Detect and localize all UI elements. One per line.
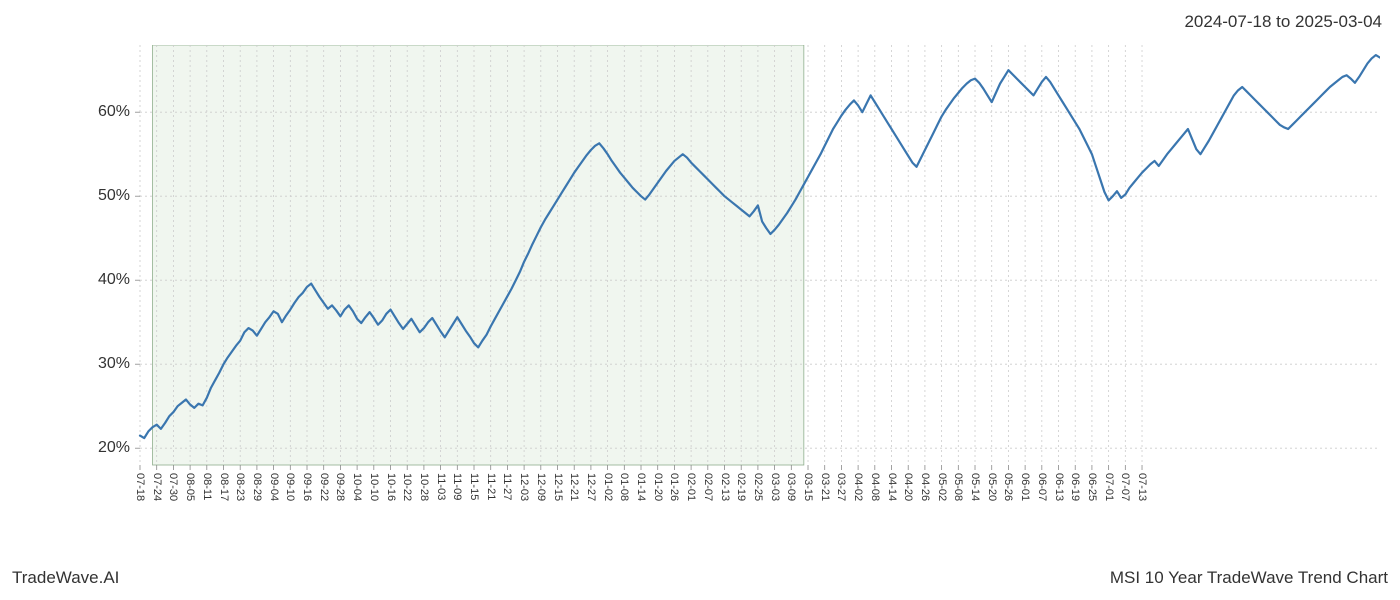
x-tick-label: 03-15 [802,473,814,501]
x-tick-label: 01-14 [635,473,647,501]
x-tick-label: 06-19 [1069,473,1081,501]
x-tick-label: 03-21 [819,473,831,501]
x-tick-label: 10-10 [368,473,380,501]
x-tick-label: 03-09 [785,473,797,501]
x-tick-label: 09-16 [301,473,313,501]
date-range-label: 2024-07-18 to 2025-03-04 [1184,12,1382,32]
x-tick-label: 09-22 [318,473,330,501]
x-tick-label: 02-19 [735,473,747,501]
x-tick-label: 07-07 [1119,473,1131,501]
x-tick-label: 09-28 [334,473,346,501]
x-tick-label: 08-05 [184,473,196,501]
x-tick-label: 06-13 [1053,473,1065,501]
x-tick-label: 10-04 [351,473,363,501]
x-tick-label: 10-16 [385,473,397,501]
x-tick-label: 08-23 [234,473,246,501]
y-tick-label: 20% [0,439,130,457]
x-tick-label: 06-01 [1019,473,1031,501]
x-tick-label: 11-03 [435,473,447,500]
x-tick-label: 09-04 [268,473,280,501]
x-tick-label: 02-25 [752,473,764,501]
x-tick-label: 11-21 [485,473,497,500]
chart-container: 20% 30% 40% 50% 60% 07-18 07-24 07-30 08-05 08-1… [0,45,1400,545]
x-tick-label: 06-25 [1086,473,1098,501]
x-tick-label: 10-28 [418,473,430,501]
x-tick-label: 08-11 [201,473,213,500]
x-tick-label: 08-17 [218,473,230,501]
plot-area [134,45,1380,473]
x-tick-label: 12-03 [518,473,530,501]
x-tick-label: 02-07 [702,473,714,501]
x-tick-label: 11-15 [468,473,480,500]
x-tick-label: 12-21 [568,473,580,501]
x-tick-label: 07-30 [167,473,179,501]
x-tick-label: 05-20 [986,473,998,501]
x-tick-label: 04-08 [869,473,881,501]
x-tick-label: 07-01 [1103,473,1115,501]
x-tick-label: 10-22 [401,473,413,501]
y-tick-label: 30% [0,355,130,373]
x-tick-label: 01-08 [618,473,630,501]
x-tick-label: 01-20 [652,473,664,501]
x-tick-label: 08-29 [251,473,263,501]
x-tick-label: 12-15 [552,473,564,501]
x-tick-label: 09-10 [284,473,296,501]
x-tick-label: 11-27 [501,473,513,500]
x-tick-label: 02-13 [719,473,731,501]
chart-title: MSI 10 Year TradeWave Trend Chart [1110,568,1388,588]
x-tick-label: 02-01 [685,473,697,501]
x-tick-label: 05-14 [969,473,981,501]
x-tick-label: 05-02 [936,473,948,501]
x-tick-label: 01-26 [668,473,680,501]
x-tick-label: 03-03 [769,473,781,501]
x-tick-label: 04-26 [919,473,931,501]
x-tick-label: 04-20 [902,473,914,501]
x-tick-label: 07-13 [1136,473,1148,501]
x-tick-label: 06-07 [1036,473,1048,501]
x-tick-label: 04-14 [886,473,898,501]
x-tick-label: 05-26 [1002,473,1014,501]
x-tick-label: 07-18 [134,473,146,501]
y-tick-label: 40% [0,271,130,289]
x-tick-label: 03-27 [835,473,847,501]
y-tick-label: 50% [0,187,130,205]
x-tick-label: 12-27 [585,473,597,501]
x-tick-label: 07-24 [151,473,163,501]
x-tick-label: 11-09 [451,473,463,500]
y-tick-label: 60% [0,103,130,121]
x-tick-label: 01-02 [602,473,614,501]
x-tick-label: 12-09 [535,473,547,501]
brand-label: TradeWave.AI [12,568,119,588]
x-tick-label: 05-08 [952,473,964,501]
x-tick-label: 04-02 [852,473,864,501]
